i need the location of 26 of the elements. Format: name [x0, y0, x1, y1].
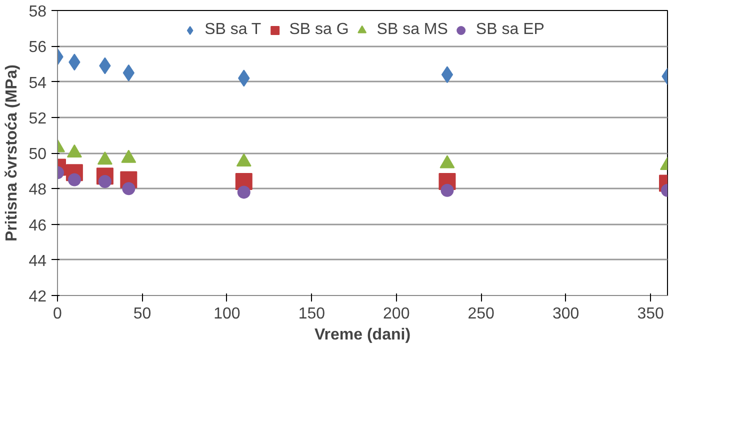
y-tick-label: 48 — [28, 182, 47, 199]
x-tick-label: 300 — [552, 306, 580, 322]
y-tick-label: 52 — [28, 110, 47, 128]
point — [237, 186, 250, 199]
y-tick-label: 42 — [28, 288, 47, 306]
x-axis-title: Vreme (dani) — [314, 326, 411, 344]
y-tick-label: 46 — [28, 217, 47, 234]
legend-label: SB sa T — [204, 21, 262, 39]
y-tick-label: 44 — [28, 252, 47, 270]
legend-label: SB sa EP — [476, 21, 544, 39]
point — [122, 182, 136, 196]
y-axis-title: Pritisna čvrstoća (MPa) — [4, 64, 21, 242]
x-tick-label: 200 — [383, 306, 410, 322]
x-tick-label: 100 — [214, 306, 240, 322]
x-tick-label: 250 — [468, 306, 495, 322]
y-tick-label: 58 — [28, 4, 47, 20]
legend-label: SB sa G — [289, 21, 349, 39]
legend-label: SB sa MS — [376, 21, 448, 39]
y-tick-label: 54 — [28, 74, 47, 92]
x-tick-label: 350 — [637, 306, 664, 322]
y-tick-label: 50 — [28, 146, 47, 163]
y-tick-label: 56 — [28, 39, 47, 56]
x-tick-label: 0 — [53, 306, 62, 322]
x-tick-label: 50 — [133, 306, 152, 322]
point — [68, 173, 81, 186]
x-tick-label: 150 — [298, 306, 326, 322]
